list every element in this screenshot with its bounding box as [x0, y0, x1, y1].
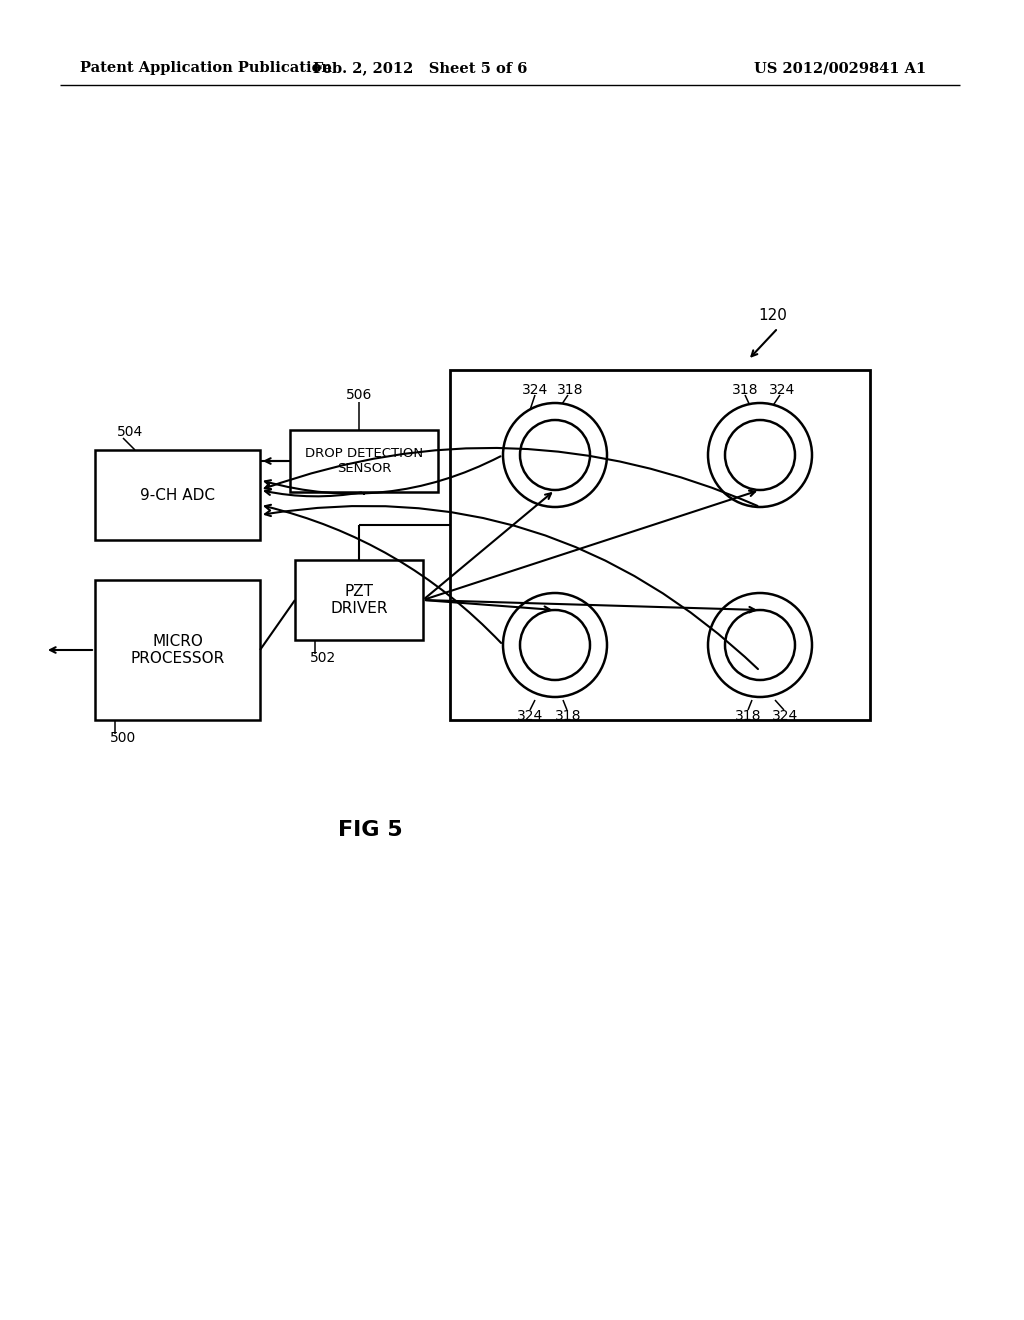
Circle shape	[520, 420, 590, 490]
Text: 318: 318	[732, 383, 758, 397]
Bar	[742, 627, 778, 663]
Text: 318: 318	[735, 709, 761, 723]
Circle shape	[708, 403, 812, 507]
Circle shape	[708, 593, 812, 697]
Text: Patent Application Publication: Patent Application Publication	[80, 61, 332, 75]
Text: 504: 504	[117, 425, 143, 440]
Circle shape	[520, 610, 590, 680]
Text: PZT
DRIVER: PZT DRIVER	[331, 583, 388, 616]
Text: MICRO
PROCESSOR: MICRO PROCESSOR	[130, 634, 224, 667]
Text: 502: 502	[310, 651, 336, 665]
Text: US 2012/0029841 A1: US 2012/0029841 A1	[754, 61, 926, 75]
Bar	[295, 560, 423, 640]
Bar	[537, 437, 573, 473]
Bar	[537, 627, 573, 663]
Circle shape	[725, 610, 795, 680]
Text: DROP DETECTION
SENSOR: DROP DETECTION SENSOR	[305, 447, 423, 475]
Bar	[450, 370, 870, 719]
Text: 324: 324	[517, 709, 543, 723]
Bar	[290, 430, 438, 492]
Text: 500: 500	[110, 731, 136, 744]
Text: 120: 120	[758, 309, 786, 323]
Bar	[95, 579, 260, 719]
Text: Feb. 2, 2012   Sheet 5 of 6: Feb. 2, 2012 Sheet 5 of 6	[312, 61, 527, 75]
Text: 324: 324	[769, 383, 795, 397]
Bar	[95, 450, 260, 540]
Text: 324: 324	[772, 709, 798, 723]
Circle shape	[725, 420, 795, 490]
Bar	[742, 437, 778, 473]
Circle shape	[503, 403, 607, 507]
Text: FIG 5: FIG 5	[338, 820, 402, 840]
Text: 9-CH ADC: 9-CH ADC	[140, 487, 215, 503]
Text: 506: 506	[346, 388, 372, 403]
Text: 318: 318	[557, 383, 584, 397]
Text: 318: 318	[555, 709, 582, 723]
Circle shape	[503, 593, 607, 697]
Text: 324: 324	[522, 383, 548, 397]
